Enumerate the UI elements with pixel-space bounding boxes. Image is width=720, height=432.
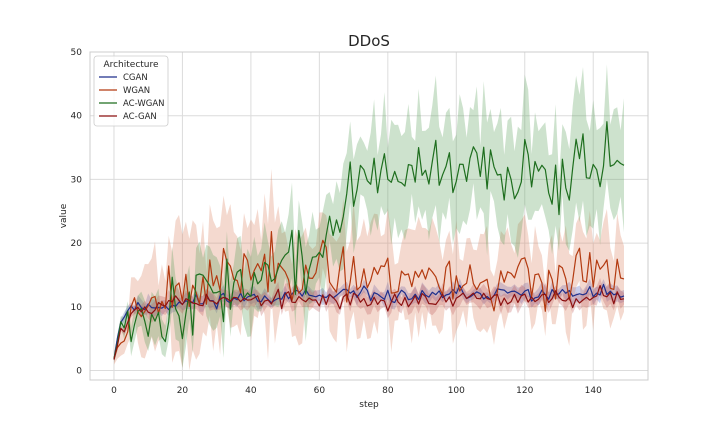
- legend-title: Architecture: [103, 60, 159, 70]
- x-tick-label: 60: [314, 386, 326, 396]
- series-line-wgan: [113, 231, 625, 359]
- legend: Architecture CGAN WGAN AC-WGAN AC-GAN: [93, 55, 169, 127]
- x-tick-label: 20: [177, 386, 189, 396]
- series-lines: [113, 121, 625, 360]
- x-tick-label: 40: [245, 386, 257, 396]
- y-tick-label: 50: [71, 48, 83, 58]
- legend-label-ac-gan: AC-GAN: [123, 112, 157, 122]
- y-tick-label: 30: [71, 175, 83, 185]
- y-tick-label: 40: [71, 112, 83, 122]
- y-tick-label: 20: [71, 239, 83, 249]
- chart-title: DDoS: [348, 32, 390, 50]
- y-tick-label: 0: [76, 366, 82, 376]
- x-tick-label: 80: [382, 386, 394, 396]
- y-axis-label: value: [59, 203, 69, 228]
- band-cgan: [114, 278, 624, 361]
- plot-frame: [89, 51, 649, 381]
- x-tick-label: 120: [516, 386, 533, 396]
- band-wgan: [114, 168, 624, 371]
- x-tick-label: 140: [585, 386, 602, 396]
- legend-box: [93, 55, 169, 127]
- legend-label-cgan: CGAN: [123, 73, 148, 83]
- legend-label-wgan: WGAN: [123, 86, 150, 96]
- x-axis-label: step: [359, 400, 379, 410]
- plot-background: [90, 52, 648, 380]
- x-tick-label: 100: [448, 386, 465, 396]
- x-axis-ticks: 0 20 40 60 80 100 120 140: [111, 386, 602, 396]
- band-ac-wgan: [114, 64, 624, 368]
- series-line-ac-gan: [113, 285, 625, 360]
- x-tick-label: 0: [111, 386, 117, 396]
- y-axis-ticks: 0 10 20 30 40 50: [71, 48, 83, 376]
- y-tick-label: 10: [71, 303, 83, 313]
- legend-label-ac-wgan: AC-WGAN: [123, 99, 165, 109]
- series-line-ac-wgan: [113, 121, 625, 359]
